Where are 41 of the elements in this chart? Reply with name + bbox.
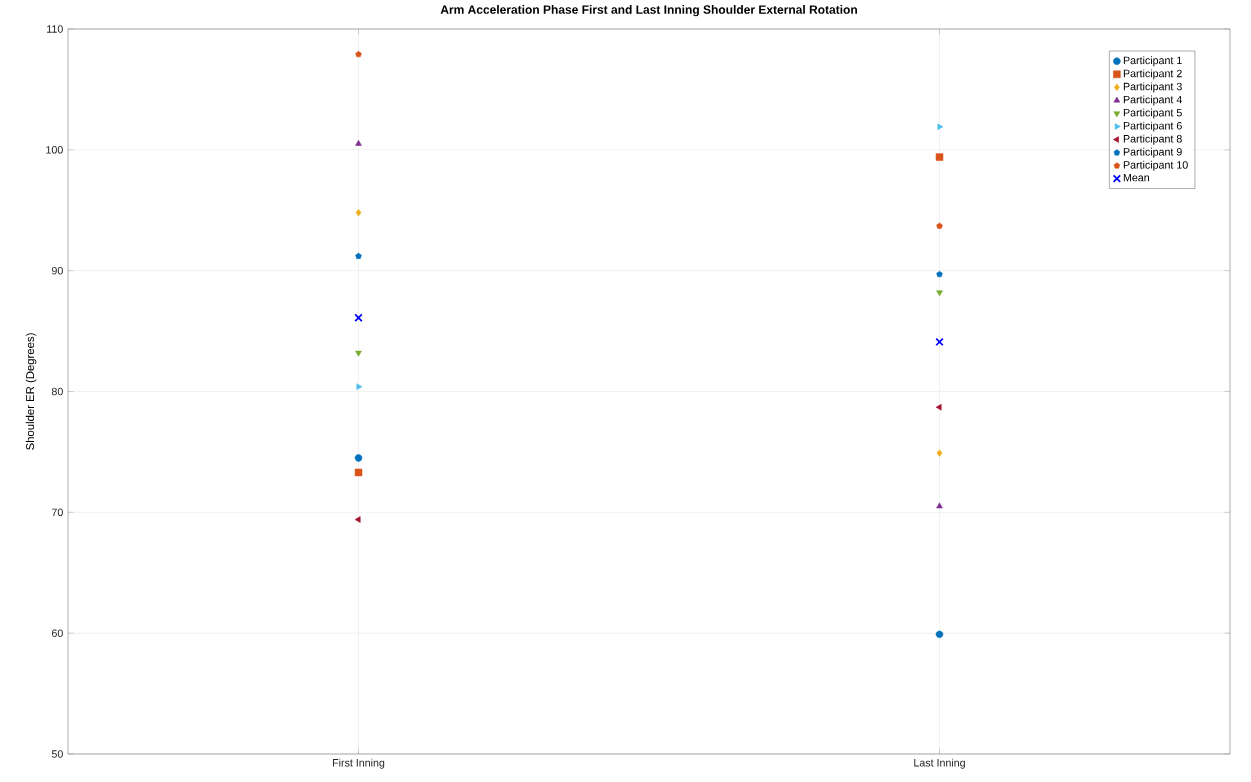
y-tick-label: 60: [51, 629, 63, 637]
legend-label: Participant 2: [1123, 69, 1182, 80]
point: [354, 516, 361, 523]
legend-label: Participant 9: [1123, 147, 1182, 158]
point: [355, 51, 362, 58]
legend-label: Participant 4: [1123, 95, 1182, 106]
point: [354, 454, 363, 462]
point: [935, 153, 944, 161]
point: [935, 630, 944, 639]
point: [936, 449, 943, 457]
point: [355, 252, 362, 259]
point: [937, 123, 944, 131]
legend-label: Mean: [1123, 173, 1149, 182]
legend-label: Participant 6: [1123, 121, 1182, 132]
point: [936, 270, 943, 278]
y-tick-label: 50: [51, 750, 63, 758]
point: [936, 502, 943, 509]
y-tick-label: 70: [51, 508, 63, 517]
x-tick-label: First Inning: [333, 758, 385, 769]
legend-label: Participant 8: [1123, 134, 1182, 145]
y-tick-label: 90: [51, 266, 63, 275]
point: [935, 403, 942, 411]
legend-label: Participant 1: [1123, 56, 1182, 67]
point: [355, 208, 362, 217]
chart-title: Arm Acceleration Phase First and Last Inning Shoulder External Rotation: [440, 5, 857, 17]
y-tick-label: 80: [51, 387, 63, 396]
point: [935, 337, 944, 347]
legend-label: Participant 3: [1123, 82, 1182, 93]
point: [936, 222, 943, 229]
point: [355, 140, 362, 146]
x-tick-label: Last Inning: [914, 758, 965, 769]
point: [354, 313, 363, 322]
y-tick-label: 110: [47, 25, 63, 33]
y-axis-title: Shoulder ER (Degrees): [25, 333, 37, 450]
point: [936, 290, 943, 297]
point: [355, 350, 362, 357]
legend-label: Participant 10: [1123, 160, 1188, 171]
legend-label: Participant 5: [1123, 108, 1182, 119]
point: [354, 468, 363, 477]
point: [356, 383, 363, 390]
y-tick-label: 100: [46, 146, 63, 154]
